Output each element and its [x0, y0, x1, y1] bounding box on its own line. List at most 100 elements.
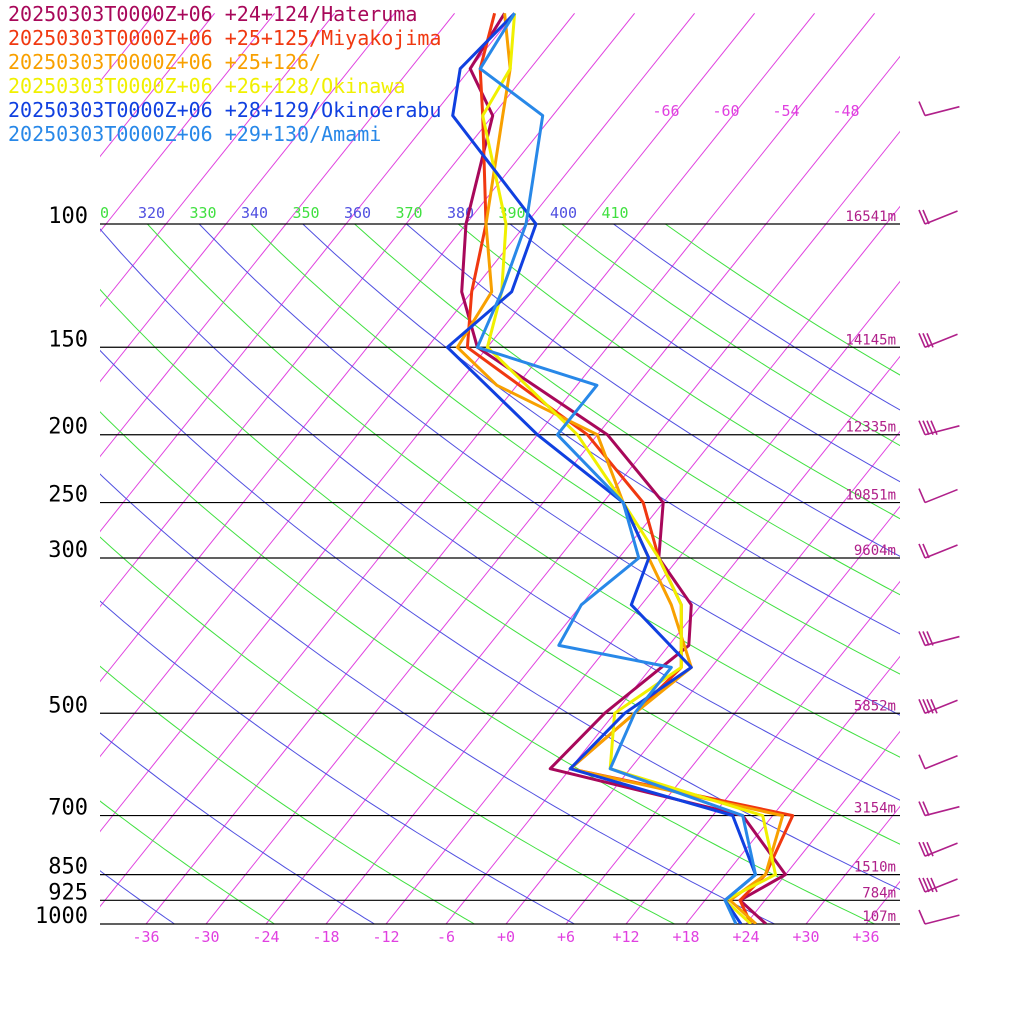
adiabat-line — [561, 224, 900, 447]
height-label-150: 14145m — [845, 332, 896, 348]
temp-tick-label: -36 — [132, 928, 159, 946]
adiabat-line — [613, 224, 900, 411]
barb-feather — [918, 909, 926, 925]
pressure-label-250: 250 — [48, 483, 88, 508]
wind-barb — [918, 543, 958, 559]
wind-barbs — [918, 101, 960, 925]
pressure-label-150: 150 — [48, 327, 88, 352]
theta-label: 320 — [138, 204, 165, 222]
barb-feather — [926, 332, 934, 348]
isotherm-line-upper — [225, 12, 395, 225]
isotherm-line — [145, 224, 707, 924]
isotherm-line-upper — [100, 12, 215, 158]
isobars — [100, 223, 900, 925]
barb-staff — [924, 699, 958, 715]
isotherm-line — [865, 880, 900, 924]
upper-isotherm-label: -66 — [652, 102, 679, 120]
series-lines — [445, 12, 795, 924]
wind-barb — [918, 909, 960, 925]
isotherm-line-upper — [645, 12, 815, 225]
isotherm-line — [325, 224, 887, 924]
pressure-label-500: 500 — [48, 693, 88, 718]
barb-feather — [918, 209, 926, 225]
isotherm-line-upper — [105, 12, 275, 225]
adiabat-line — [665, 224, 900, 376]
adiabat-line — [100, 288, 900, 845]
barb-staff — [924, 210, 958, 225]
isotherm-line-upper — [585, 12, 755, 225]
barb-staff — [924, 544, 958, 559]
barb-feather — [918, 698, 926, 714]
barb-staff — [924, 333, 958, 349]
barb-feather — [922, 877, 930, 893]
barb-feather — [922, 801, 930, 816]
barb-staff — [924, 805, 960, 817]
isotherm-line — [0, 13, 215, 924]
isotherm-line — [100, 224, 587, 833]
wind-barb — [918, 698, 958, 715]
barb-feather — [918, 877, 926, 893]
theta-label: 330 — [189, 204, 216, 222]
legend-entry: 20250303T0000Z+06 +25+126/ — [8, 50, 322, 74]
isotherm-line — [805, 805, 900, 924]
legend-entry: 20250303T0000Z+06 +24+124/Hateruma — [8, 2, 418, 26]
series-line-3 — [481, 13, 777, 924]
theta-label: 340 — [241, 204, 268, 222]
barb-feather — [930, 698, 938, 714]
temp-tick-label: -30 — [192, 928, 219, 946]
temp-tick-label: +24 — [732, 928, 759, 946]
barb-feather — [918, 101, 926, 116]
legend-entry: 20250303T0000Z+06 +29+130/Amami — [8, 122, 382, 146]
temp-tick-label: +0 — [497, 928, 515, 946]
height-label-200: 12335m — [845, 420, 896, 436]
isotherm-line — [745, 730, 900, 924]
barb-feather — [918, 754, 926, 770]
temp-tick-label: +18 — [672, 928, 699, 946]
barb-feather — [926, 877, 934, 893]
barb-feather — [922, 841, 930, 857]
adiabat-line — [509, 224, 900, 483]
wind-barb — [918, 101, 960, 117]
barb-feather — [918, 631, 926, 646]
height-label-925: 784m — [862, 885, 896, 901]
barb-staff — [924, 878, 958, 893]
series-line-0 — [460, 12, 787, 924]
barb-feather — [918, 841, 926, 857]
barb-feather — [918, 332, 926, 348]
isotherm-line-upper — [525, 12, 695, 225]
barb-feather — [922, 209, 930, 225]
isotherm-line — [565, 505, 900, 924]
barb-feather — [918, 801, 926, 816]
barb-staff — [924, 425, 960, 436]
legend-entry: 20250303T0000Z+06 +26+128/Okinawa — [8, 74, 406, 98]
isotherm-line — [100, 224, 647, 908]
theta-label: 360 — [344, 204, 371, 222]
temp-tick-label: +30 — [792, 928, 819, 946]
isotherm-line — [685, 655, 900, 924]
isotherm-line-upper — [405, 12, 575, 225]
temp-tick-label: -18 — [312, 928, 339, 946]
isotherm-line — [100, 224, 287, 458]
wind-barb — [918, 332, 958, 349]
barb-feather — [922, 332, 930, 348]
pressure-label-300: 300 — [48, 538, 88, 563]
temp-tick-label: +36 — [852, 928, 879, 946]
isotherm-line — [926, 13, 1024, 924]
pressure-label-200: 200 — [48, 415, 88, 440]
theta-label: 370 — [395, 204, 422, 222]
isotherm-line — [100, 224, 407, 608]
wind-barb — [918, 631, 960, 647]
barb-staff — [924, 635, 960, 647]
pressure-label-1000: 1000 — [35, 904, 88, 929]
pressure-label-100: 100 — [48, 204, 88, 229]
barb-feather — [930, 420, 938, 436]
adiabat-line — [457, 224, 900, 520]
adiabat-line — [250, 224, 900, 675]
adiabat-line — [198, 224, 900, 716]
isotherm-line-upper — [705, 12, 875, 225]
legend-entry: 20250303T0000Z+06 +25+125/Miyakojima — [8, 26, 442, 50]
upper-isotherm-label: -48 — [832, 102, 859, 120]
adiabat-line — [100, 228, 900, 801]
